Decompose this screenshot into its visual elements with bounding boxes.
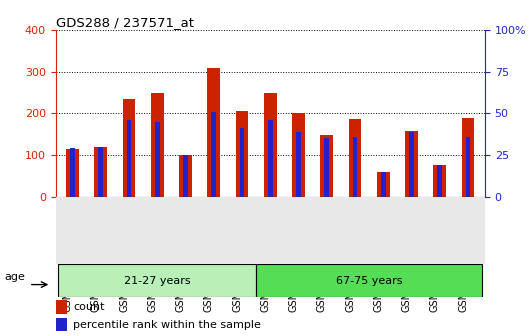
Bar xyxy=(94,146,107,197)
Bar xyxy=(236,111,249,197)
Bar xyxy=(409,132,414,197)
Bar xyxy=(211,112,216,197)
Bar xyxy=(292,113,305,197)
Bar xyxy=(437,165,442,197)
Bar xyxy=(405,131,418,197)
Bar xyxy=(321,135,333,197)
Bar xyxy=(268,120,273,197)
Bar xyxy=(70,148,75,197)
Bar xyxy=(465,137,471,197)
Bar xyxy=(56,318,67,332)
Bar xyxy=(256,264,482,297)
Text: 21-27 years: 21-27 years xyxy=(124,276,191,286)
Bar xyxy=(183,155,188,197)
Text: GDS288 / 237571_at: GDS288 / 237571_at xyxy=(56,16,193,29)
Bar xyxy=(381,172,386,197)
Text: 67-75 years: 67-75 years xyxy=(336,276,402,286)
Bar xyxy=(240,128,244,197)
Bar xyxy=(155,122,160,197)
Bar xyxy=(377,172,390,197)
Text: percentile rank within the sample: percentile rank within the sample xyxy=(74,320,261,330)
Bar xyxy=(349,119,361,197)
Bar xyxy=(58,264,256,297)
Bar xyxy=(99,146,103,197)
Bar xyxy=(462,118,474,197)
Bar xyxy=(151,93,164,197)
Bar xyxy=(127,120,131,197)
Bar xyxy=(434,165,446,197)
Bar xyxy=(352,137,357,197)
Bar xyxy=(324,138,329,197)
Bar xyxy=(66,149,79,197)
Bar xyxy=(296,132,301,197)
Bar xyxy=(56,300,67,314)
Bar xyxy=(264,93,277,197)
Text: age: age xyxy=(4,271,25,282)
Bar xyxy=(207,69,220,197)
Bar xyxy=(123,99,136,197)
Bar xyxy=(179,155,192,197)
Text: count: count xyxy=(74,302,105,312)
